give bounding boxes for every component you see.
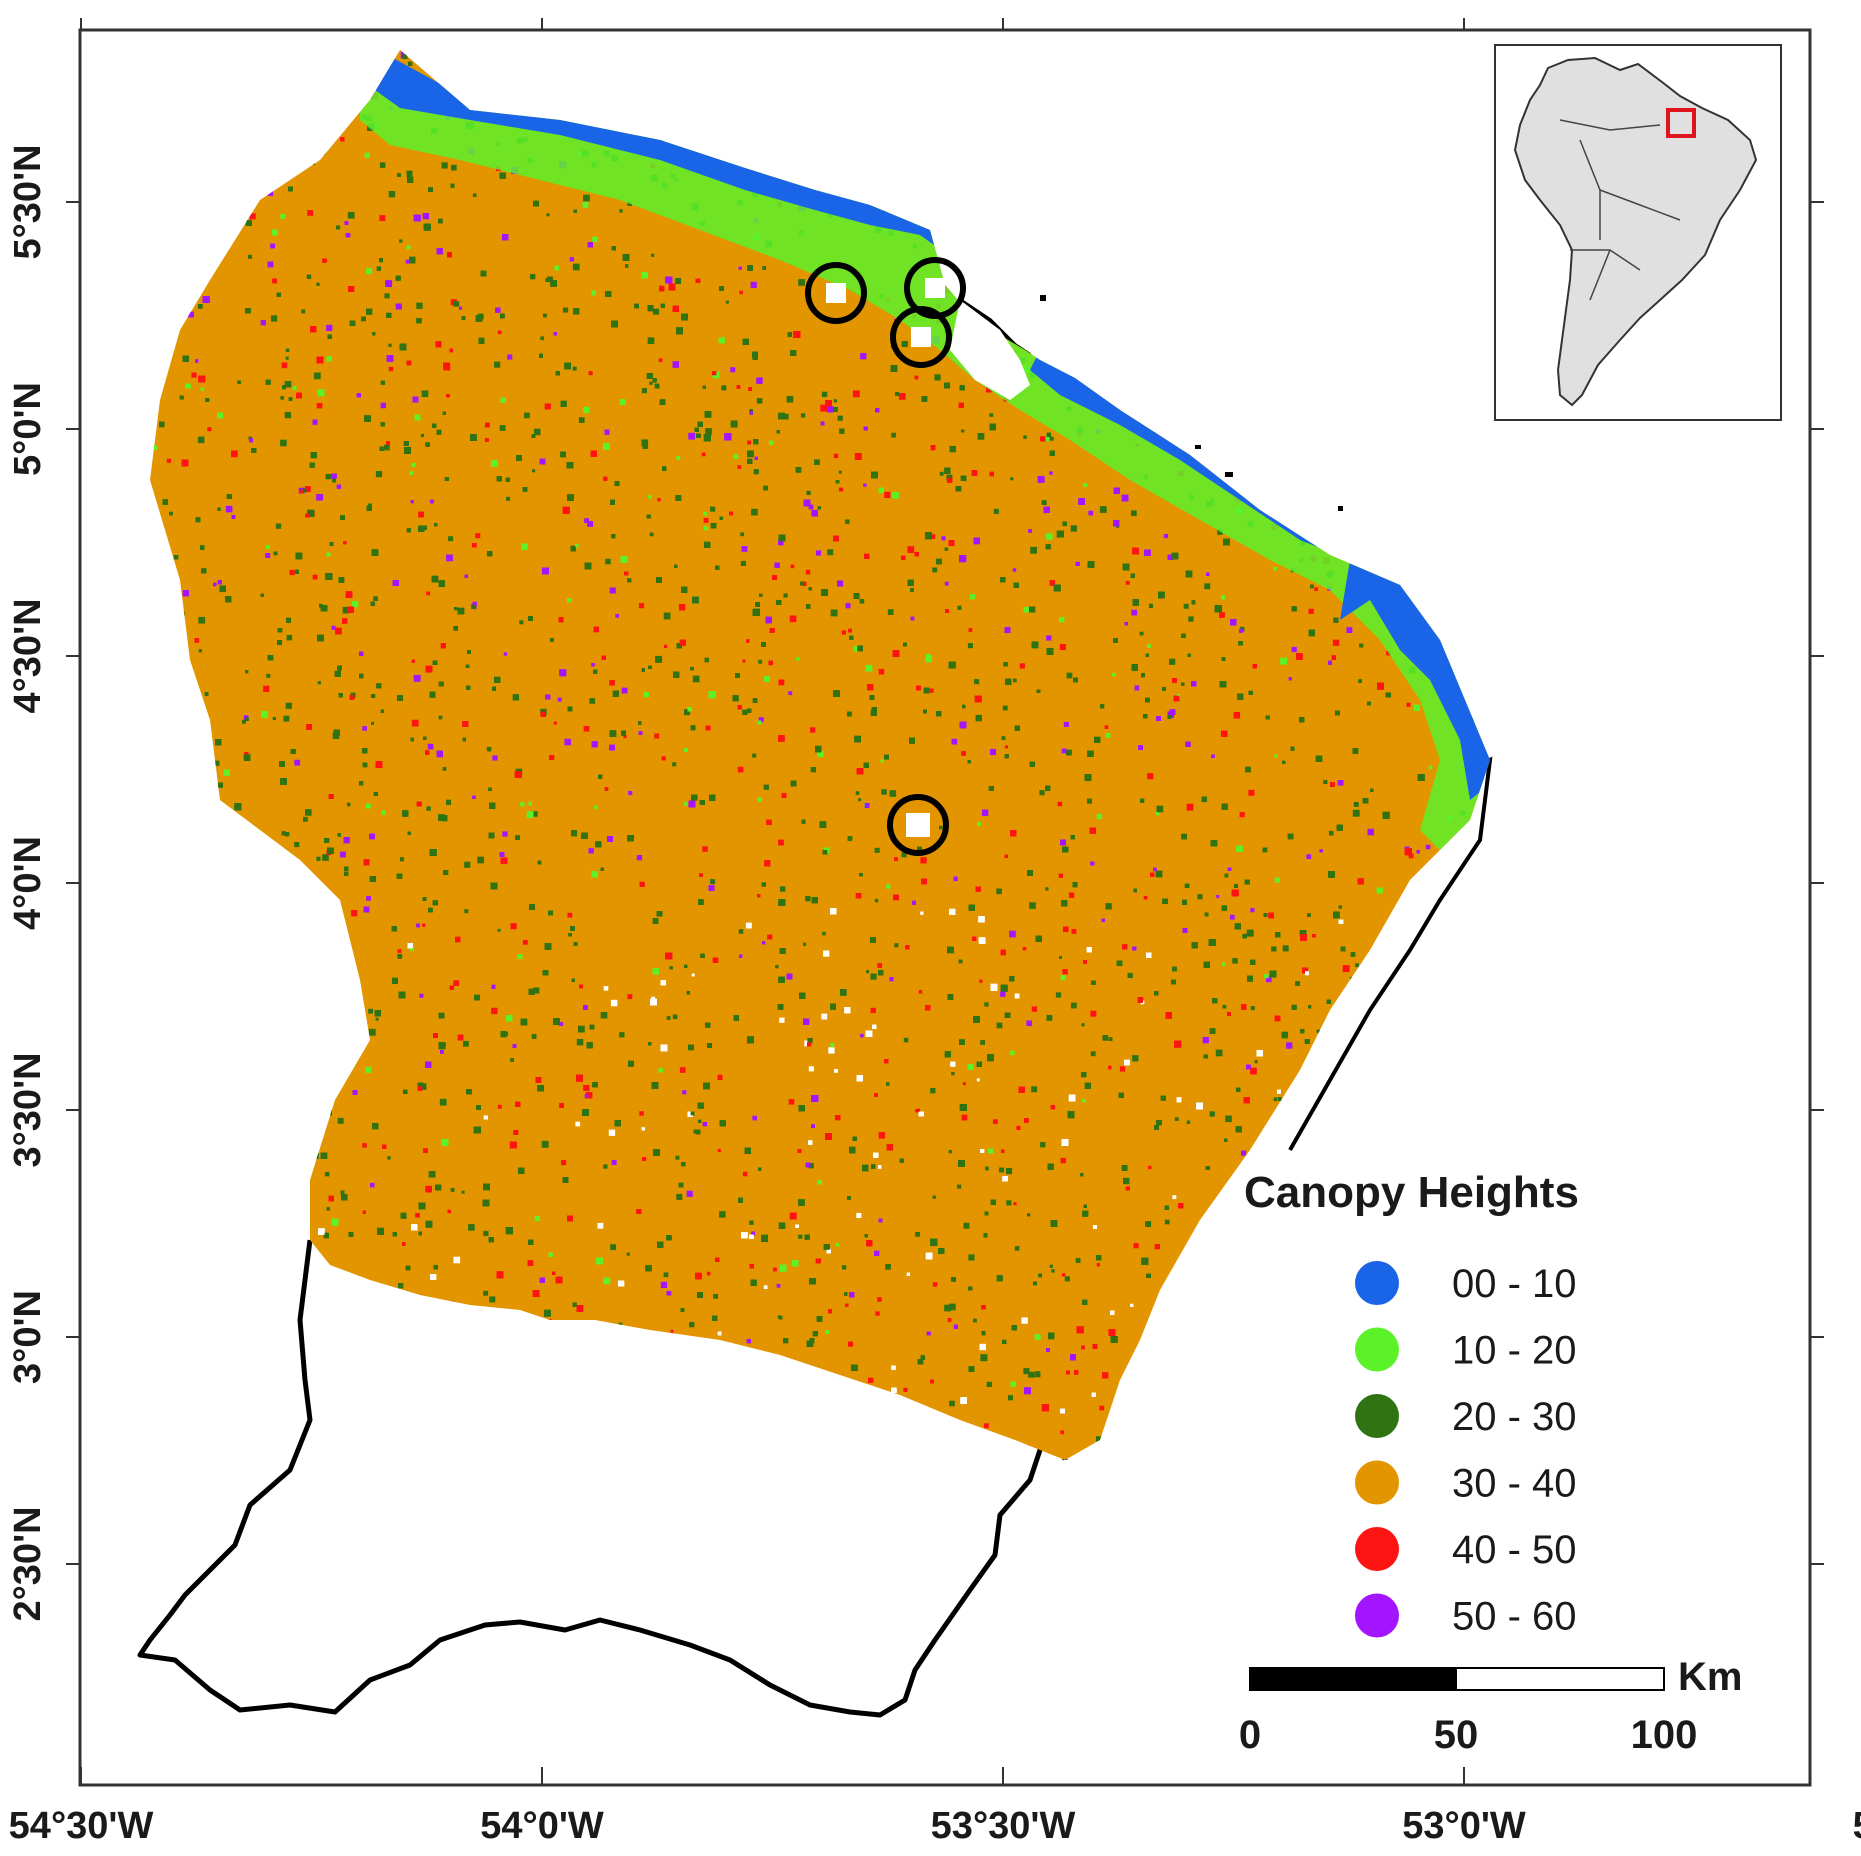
scale-label-100: 100	[1631, 1713, 1698, 1757]
longitude-tick-label: 53°30'W	[931, 1805, 1076, 1847]
latitude-tick-label: 4°30'N	[7, 598, 49, 713]
coastal-gap	[950, 300, 1030, 400]
latitude-tick-label: 2°30'N	[7, 1506, 49, 1621]
legend-item: 00 - 10	[1355, 1261, 1577, 1306]
longitude-tick-label: 54°30'W	[9, 1805, 154, 1847]
site-marker	[805, 262, 867, 324]
latitude-tick-label: 4°0'N	[7, 836, 49, 930]
legend-swatch	[1355, 1327, 1399, 1372]
legend-label: 50 - 60	[1452, 1595, 1577, 1639]
study-site-markers	[805, 257, 966, 856]
territory-boundary-south	[137, 1239, 1068, 1718]
map-frame	[78, 28, 1812, 1787]
legend-swatch	[1355, 1460, 1399, 1505]
legend-item: 30 - 40	[1355, 1460, 1577, 1506]
inset-locator-map	[1494, 44, 1782, 421]
legend-swatch	[1355, 1527, 1399, 1571]
scale-unit: Km	[1678, 1655, 1742, 1699]
longitude-ticks: 54°30'W54°0'W53°30'W53°0'W52°30'W52°0'W5…	[9, 18, 1861, 1847]
latitude-tick-label: 3°30'N	[7, 1052, 49, 1167]
legend: Canopy Heights 00 - 10 10 - 20 20 - 30 30 -…	[1244, 1168, 1579, 1639]
legend-label: 40 - 50	[1452, 1528, 1577, 1572]
legend-item: 10 - 20	[1355, 1327, 1577, 1373]
legend-title: Canopy Heights	[1244, 1168, 1579, 1217]
legend-swatch	[1355, 1261, 1399, 1305]
legend-item: 40 - 50	[1355, 1527, 1577, 1572]
legend-item: 20 - 30	[1355, 1394, 1577, 1439]
site-marker	[890, 306, 952, 368]
latitude-ticks: 5°30'N 5°0'N 4°30'N 4°0'N 3°30'N 3°0'N 2°30'N	[7, 144, 1824, 1622]
longitude-tick-label: 52°30'W	[1853, 1805, 1861, 1847]
legend-label: 30 - 40	[1452, 1462, 1577, 1506]
scale-label-50: 50	[1434, 1713, 1479, 1757]
longitude-tick-label: 53°0'W	[1402, 1805, 1526, 1847]
latitude-tick-label: 5°0'N	[7, 382, 49, 476]
islands	[1040, 295, 1343, 511]
legend-item: 50 - 60	[1355, 1593, 1577, 1639]
latitude-tick-label: 5°30'N	[7, 144, 49, 259]
scale-bar: Km 0 50 100	[1239, 1655, 1743, 1757]
legend-label: 00 - 10	[1452, 1262, 1577, 1306]
longitude-tick-label: 54°0'W	[480, 1805, 604, 1847]
latitude-tick-label: 3°0'N	[7, 1290, 49, 1384]
south-america-shape	[1513, 56, 1758, 407]
site-marker	[887, 794, 949, 856]
legend-swatch	[1355, 1593, 1399, 1638]
scale-label-0: 0	[1239, 1713, 1261, 1757]
legend-label: 20 - 30	[1452, 1395, 1577, 1439]
legend-swatch	[1355, 1394, 1399, 1438]
legend-label: 10 - 20	[1452, 1329, 1577, 1373]
